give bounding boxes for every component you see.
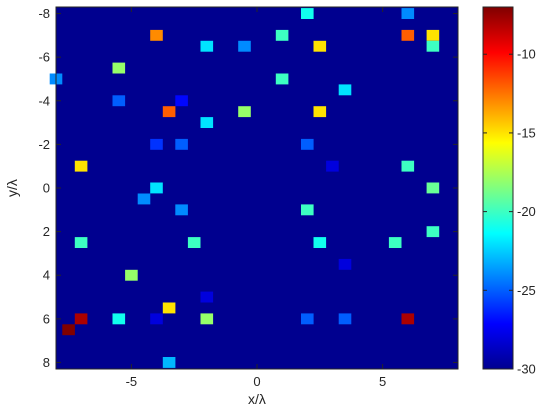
y-tick-label: 0 bbox=[43, 181, 50, 196]
heatmap-cell bbox=[401, 160, 415, 172]
heatmap-cell bbox=[426, 40, 440, 52]
y-tick-label: -2 bbox=[38, 137, 50, 152]
colorbar-tick-label: -10 bbox=[517, 47, 536, 62]
heatmap-cell bbox=[200, 291, 214, 303]
heatmap-cell bbox=[401, 29, 415, 41]
y-tick-label: -4 bbox=[38, 93, 50, 108]
heatmap-cell bbox=[401, 313, 415, 325]
heatmap-cell bbox=[401, 8, 415, 19]
y-tick-label: 8 bbox=[43, 355, 50, 370]
heatmap-cell bbox=[150, 138, 163, 150]
heatmap-cell bbox=[301, 204, 314, 216]
x-axis-label: x/λ bbox=[248, 391, 266, 407]
heatmap-cell bbox=[275, 29, 289, 41]
x-tick-label: 0 bbox=[253, 374, 260, 389]
y-axis-label: y/λ bbox=[4, 179, 20, 197]
heatmap-cell bbox=[137, 193, 151, 205]
heatmap-cell bbox=[175, 138, 188, 150]
heatmap-cell bbox=[313, 40, 327, 52]
heatmap-cell bbox=[301, 8, 314, 19]
heatmap-cells bbox=[49, 8, 440, 368]
y-tick-label: -6 bbox=[38, 50, 50, 65]
x-tick-label: 5 bbox=[379, 374, 386, 389]
heatmap-cell bbox=[338, 84, 352, 96]
heatmap-cell bbox=[187, 237, 201, 248]
heatmap-cell bbox=[426, 226, 440, 238]
y-axis: -8 -6 -4 -2 0 2 4 6 8 bbox=[38, 6, 458, 370]
heatmap-cell bbox=[326, 160, 339, 172]
heatmap-cell bbox=[175, 95, 188, 107]
heatmap-cell bbox=[175, 204, 188, 216]
heatmap-cell bbox=[200, 40, 214, 52]
y-tick-label: 4 bbox=[43, 268, 50, 283]
x-axis: -5 0 5 bbox=[126, 7, 386, 389]
heatmap-cell bbox=[112, 313, 126, 325]
heatmap-cell bbox=[162, 106, 176, 118]
heatmap-cell bbox=[238, 106, 251, 118]
heatmap-cell bbox=[388, 237, 402, 248]
heatmap-cell bbox=[74, 237, 88, 248]
heatmap-cell bbox=[162, 357, 176, 368]
heatmap-cell bbox=[74, 313, 88, 325]
heatmap-cell bbox=[338, 313, 352, 325]
y-tick-label: 2 bbox=[43, 224, 50, 239]
colorbar-tick-label: -15 bbox=[517, 125, 536, 140]
colorbar-ticks: -10 -15 -20 -25 -30 bbox=[483, 47, 536, 377]
y-tick-label: -8 bbox=[38, 6, 50, 21]
heatmap-cell bbox=[200, 117, 214, 128]
heatmap-cell bbox=[150, 29, 163, 41]
heatmap-cell bbox=[313, 106, 327, 118]
heatmap-cell bbox=[313, 237, 327, 248]
heatmap-cell bbox=[301, 138, 314, 150]
colorbar-tick-label: -30 bbox=[517, 362, 536, 377]
heatmap-cell bbox=[112, 95, 126, 107]
heatmap-cell bbox=[426, 29, 440, 41]
heatmap-cell bbox=[112, 62, 126, 74]
y-tick-label: 6 bbox=[43, 311, 50, 326]
heatmap-cell bbox=[162, 302, 176, 314]
heatmap-cell bbox=[150, 182, 163, 194]
colorbar-tick-label: -25 bbox=[517, 283, 536, 298]
heatmap-cell bbox=[301, 313, 314, 325]
heatmap-cell bbox=[62, 324, 75, 336]
colorbar bbox=[482, 6, 514, 370]
heatmap-cell bbox=[426, 182, 440, 194]
x-tick-label: -5 bbox=[126, 374, 138, 389]
heatmap-cell bbox=[74, 160, 88, 172]
heatmap-cell bbox=[150, 313, 163, 325]
heatmap-cell bbox=[200, 313, 214, 325]
heatmap-cell bbox=[338, 258, 352, 270]
heatmap-cell bbox=[275, 73, 289, 85]
heatmap-cell bbox=[125, 269, 138, 281]
heatmap-cell bbox=[238, 40, 251, 52]
colorbar-tick-label: -20 bbox=[517, 204, 536, 219]
